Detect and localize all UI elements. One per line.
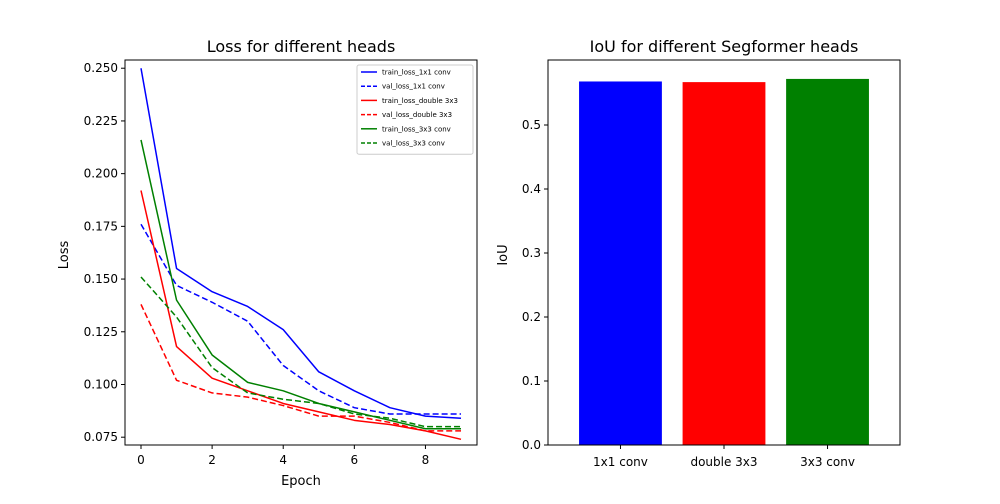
y-tick-label: 0.3 bbox=[522, 246, 541, 260]
x-tick-label: 6 bbox=[351, 453, 359, 467]
y-tick-label: 0.2 bbox=[522, 310, 541, 324]
bar-1 bbox=[682, 82, 766, 446]
legend-entry: val_loss_double 3x3 bbox=[382, 111, 452, 119]
y-tick-label: 0.1 bbox=[522, 374, 541, 388]
iou-chart-ylabel: IoU bbox=[496, 244, 511, 265]
loss-chart-frame bbox=[124, 59, 478, 446]
loss-chart-title: Loss for different heads bbox=[207, 37, 396, 56]
y-tick-label: 0.225 bbox=[84, 114, 118, 128]
legend-entry: train_loss_3x3 conv bbox=[382, 125, 451, 133]
legend-entry: val_loss_1x1 conv bbox=[382, 83, 445, 91]
x-tick-label: 2 bbox=[208, 453, 216, 467]
iou-chart-title: IoU for different Segformer heads bbox=[590, 37, 859, 56]
x-tick-label: 1x1 conv bbox=[593, 455, 648, 469]
legend-box bbox=[356, 64, 474, 155]
loss-chart-legend: train_loss_1x1 conv val_loss_1x1 conv trai… bbox=[356, 64, 474, 155]
x-tick-label: 8 bbox=[422, 453, 430, 467]
loss-line-chart: Loss for different heads Epoch Loss 0 2 4 6… bbox=[57, 37, 478, 489]
legend-entry: train_loss_double 3x3 bbox=[382, 97, 458, 105]
y-tick-label: 0.0 bbox=[522, 438, 541, 452]
legend-entry: train_loss_1x1 conv bbox=[382, 69, 451, 77]
iou-chart-frame bbox=[547, 59, 901, 446]
series-line-3 bbox=[140, 304, 461, 432]
y-tick-label: 0.5 bbox=[522, 118, 541, 132]
legend-entry: val_loss_3x3 conv bbox=[382, 140, 445, 148]
bar-2 bbox=[786, 78, 869, 446]
loss-chart-ylabel: Loss bbox=[57, 241, 72, 270]
loss-chart-series bbox=[140, 68, 462, 441]
y-tick-label: 0.075 bbox=[84, 430, 118, 444]
series-line-5 bbox=[140, 276, 461, 428]
x-tick-label: 0 bbox=[137, 453, 145, 467]
x-tick-label: double 3x3 bbox=[690, 455, 757, 469]
bar-0 bbox=[579, 81, 662, 445]
x-tick-label: 3x3 conv bbox=[800, 455, 855, 469]
y-tick-label: 0.200 bbox=[84, 167, 118, 181]
series-line-4 bbox=[140, 139, 461, 430]
iou-chart-ticks: 0.0 0.1 0.2 0.3 0.4 0.5 1x1 conv double 3x3 3x3 … bbox=[522, 118, 855, 469]
y-tick-label: 0.100 bbox=[84, 377, 118, 391]
y-tick-label: 0.175 bbox=[84, 219, 118, 233]
x-tick-label: 4 bbox=[279, 453, 287, 467]
series-line-0 bbox=[140, 68, 462, 419]
y-tick-label: 0.250 bbox=[84, 61, 118, 75]
y-tick-label: 0.125 bbox=[84, 325, 118, 339]
y-tick-label: 0.4 bbox=[522, 182, 541, 196]
iou-bar-chart: IoU for different Segformer heads IoU 0.… bbox=[496, 37, 901, 469]
series-line-1 bbox=[140, 223, 461, 415]
iou-chart-bars bbox=[579, 78, 869, 446]
loss-chart-xlabel: Epoch bbox=[281, 474, 321, 489]
series-line-2 bbox=[140, 190, 462, 441]
loss-chart-ticks: 0 2 4 6 8 0.075 0.100 0.125 0.150 0.175 0.200 0.225… bbox=[84, 61, 430, 467]
y-tick-label: 0.150 bbox=[84, 272, 118, 286]
